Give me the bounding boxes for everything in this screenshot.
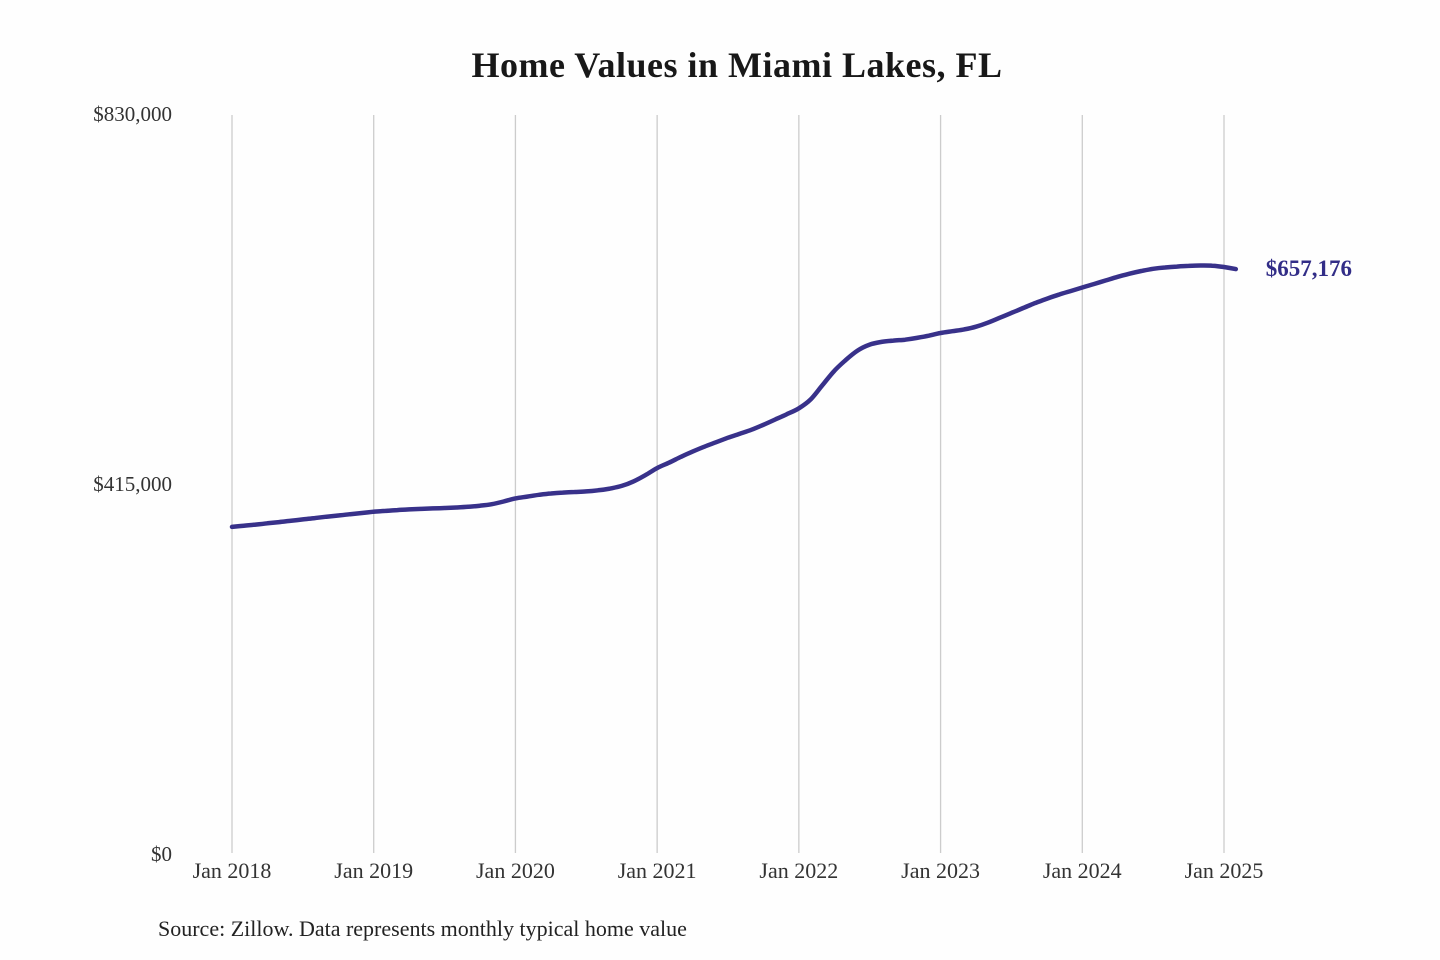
vertical-gridlines	[231, 115, 1225, 853]
x-axis-tick-label: Jan 2024	[1042, 858, 1122, 883]
x-axis-tick-label: Jan 2018	[192, 858, 272, 883]
x-axis-tick-label: Jan 2022	[759, 858, 839, 883]
source-attribution: Source: Zillow. Data represents monthly …	[158, 916, 687, 941]
x-axis-tick-label: Jan 2023	[901, 858, 980, 883]
x-axis-tick-label: Jan 2025	[1184, 858, 1264, 883]
chart-title: Home Values in Miami Lakes, FL	[471, 45, 1003, 85]
x-axis-tick-label: Jan 2020	[476, 858, 555, 883]
home-value-line-series	[229, 263, 1239, 530]
y-axis-tick-label: $0	[151, 842, 172, 866]
y-axis-tick-label: $415,000	[93, 472, 172, 496]
y-axis-tick-label: $830,000	[93, 102, 172, 126]
x-axis-tick-label: Jan 2019	[334, 858, 414, 883]
x-axis-tick-label: Jan 2021	[617, 858, 697, 883]
latest-value-label: $657,176	[1265, 256, 1353, 282]
